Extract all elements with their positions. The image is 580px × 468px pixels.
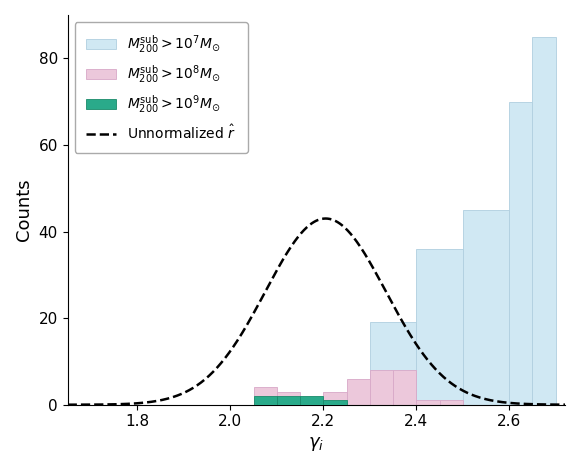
Bar	[509, 102, 532, 405]
Bar	[300, 401, 323, 405]
Bar	[416, 401, 440, 405]
Bar	[300, 396, 323, 405]
Bar	[416, 249, 463, 405]
Bar	[253, 396, 277, 405]
Bar	[370, 370, 393, 405]
Legend: $M_{200}^{\mathrm{sub}} > 10^7 M_{\odot}$, $M_{200}^{\mathrm{sub}} > 10^8 M_{\od: $M_{200}^{\mathrm{sub}} > 10^7 M_{\odot}…	[75, 22, 248, 153]
Bar	[346, 379, 370, 405]
Bar	[532, 37, 556, 405]
Bar	[277, 392, 300, 405]
Bar	[370, 322, 416, 405]
Bar	[393, 370, 416, 405]
Bar	[323, 401, 346, 405]
Bar	[253, 388, 277, 405]
Bar	[323, 392, 346, 405]
Bar	[463, 210, 509, 405]
Bar	[277, 396, 300, 405]
Bar	[440, 401, 463, 405]
Y-axis label: Counts: Counts	[15, 179, 33, 241]
X-axis label: $\gamma_i$: $\gamma_i$	[309, 435, 324, 453]
